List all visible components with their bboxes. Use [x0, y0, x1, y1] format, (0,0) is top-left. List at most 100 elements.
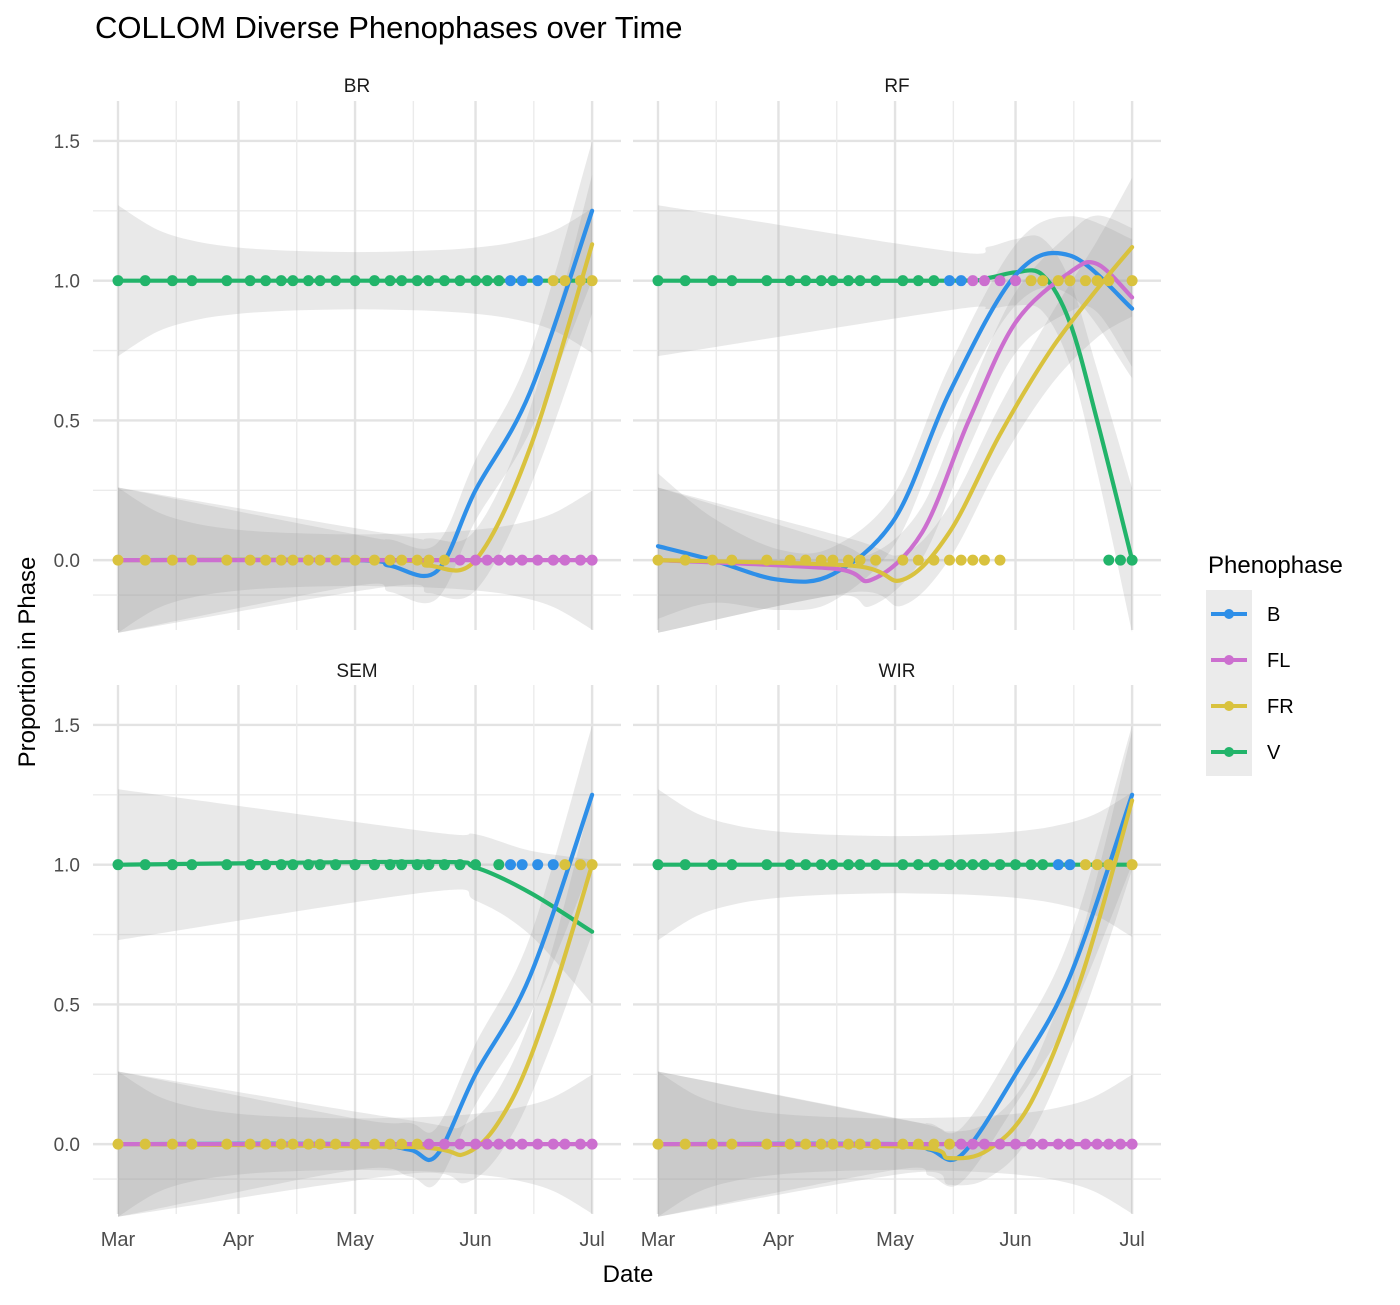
legend-entry-b: B — [1211, 604, 1280, 626]
data-point-fr — [166, 554, 178, 566]
y-axis-title: Proportion in Phase — [14, 557, 41, 768]
data-point-v — [912, 275, 924, 287]
data-point-fl — [493, 1138, 505, 1150]
facet-panel-sem: SEM 1.5 1.0 0.5 0.0 Mar Apr May Jun Jul — [54, 661, 621, 1251]
data-point-v — [761, 859, 773, 871]
y-tick-label: 1.0 — [54, 272, 80, 293]
data-point-v — [706, 275, 718, 287]
data-point-fl — [1126, 1138, 1138, 1150]
data-point-fr — [384, 1138, 396, 1150]
data-point-b — [532, 859, 544, 871]
data-point-v — [112, 275, 124, 287]
data-point-v — [166, 275, 178, 287]
confidence-band-fr — [658, 177, 1133, 633]
data-point-v — [139, 859, 151, 871]
data-point-v — [438, 859, 450, 871]
data-point-fr — [547, 275, 559, 287]
data-point-fl — [574, 1138, 586, 1150]
data-point-fl — [967, 275, 979, 287]
confidence-band-fr — [658, 731, 1133, 1217]
facet-label: RF — [884, 76, 909, 97]
data-point-v — [368, 859, 380, 871]
data-point-v — [349, 859, 361, 871]
data-point-fl — [1037, 1138, 1049, 1150]
facet-panels: BR 1.5 1.0 0.5 0.0 RF SEM 1.5 1.0 0.5 0.0 Mar Apr May… — [54, 76, 1161, 1251]
confidence-bands — [658, 177, 1133, 633]
data-point-v — [800, 859, 812, 871]
data-point-fr — [438, 554, 450, 566]
data-point-fr — [870, 554, 882, 566]
data-point-fr — [870, 1138, 882, 1150]
data-point-fr — [1064, 275, 1076, 287]
data-point-fl — [1114, 1138, 1126, 1150]
x-tick-label: Mar — [641, 1229, 676, 1251]
data-point-v — [411, 859, 423, 871]
data-point-v — [1126, 554, 1138, 566]
data-point-fl — [586, 554, 598, 566]
smooth-line-v — [655, 268, 1135, 563]
data-point-fr — [827, 554, 839, 566]
data-point-b — [516, 275, 528, 287]
data-point-fr — [928, 554, 940, 566]
data-point-v — [302, 859, 314, 871]
data-point-fl — [493, 554, 505, 566]
data-point-v — [978, 859, 990, 871]
data-point-v — [275, 275, 287, 287]
data-point-fr — [1091, 859, 1103, 871]
data-point-v — [330, 275, 342, 287]
data-point-fl — [574, 554, 586, 566]
x-tick-label: Apr — [763, 1229, 794, 1251]
data-point-v — [186, 859, 198, 871]
data-points — [652, 859, 1138, 1150]
legend-label: FR — [1267, 696, 1294, 718]
data-point-fr — [287, 1138, 299, 1150]
data-point-fl — [994, 275, 1006, 287]
data-point-b — [943, 275, 955, 287]
data-point-fl — [438, 1138, 450, 1150]
data-point-v — [912, 859, 924, 871]
data-point-v — [260, 859, 272, 871]
data-point-v — [470, 275, 482, 287]
data-point-fr — [854, 1138, 866, 1150]
data-point-fl — [470, 1138, 482, 1150]
data-point-fl — [454, 1138, 466, 1150]
data-point-b — [1052, 859, 1064, 871]
smooth-line-fr — [655, 245, 1135, 583]
data-point-fr — [302, 554, 314, 566]
data-point-fr — [827, 1138, 839, 1150]
data-point-b — [1064, 859, 1076, 871]
smooth-line-fl — [655, 259, 1135, 584]
data-point-v — [423, 859, 435, 871]
data-point-fr — [679, 554, 691, 566]
legend-label: B — [1267, 604, 1280, 626]
x-tick-label: May — [336, 1229, 374, 1251]
data-point-fr — [384, 554, 396, 566]
data-point-fr — [912, 554, 924, 566]
legend-key-point — [1224, 747, 1234, 757]
data-point-fr — [166, 1138, 178, 1150]
data-point-fl — [454, 554, 466, 566]
data-point-fr — [396, 554, 408, 566]
data-point-v — [827, 859, 839, 871]
legend-key-point — [1224, 655, 1234, 665]
data-point-fr — [1052, 275, 1064, 287]
data-point-fl — [1091, 1138, 1103, 1150]
confidence-band-b — [118, 141, 593, 633]
data-point-v — [652, 859, 664, 871]
data-point-fr — [943, 554, 955, 566]
data-point-b — [505, 275, 517, 287]
facet-label: WIR — [879, 661, 916, 682]
data-point-v — [244, 859, 256, 871]
data-point-fr — [139, 1138, 151, 1150]
data-point-fl — [978, 275, 990, 287]
data-point-v — [994, 859, 1006, 871]
data-point-fr — [1091, 275, 1103, 287]
data-point-v — [679, 275, 691, 287]
data-point-fr — [1025, 275, 1037, 287]
data-point-v — [244, 275, 256, 287]
y-tick-label: 0.0 — [54, 551, 80, 572]
data-point-fr — [784, 554, 796, 566]
data-point-fr — [349, 1138, 361, 1150]
data-point-fr — [842, 1138, 854, 1150]
